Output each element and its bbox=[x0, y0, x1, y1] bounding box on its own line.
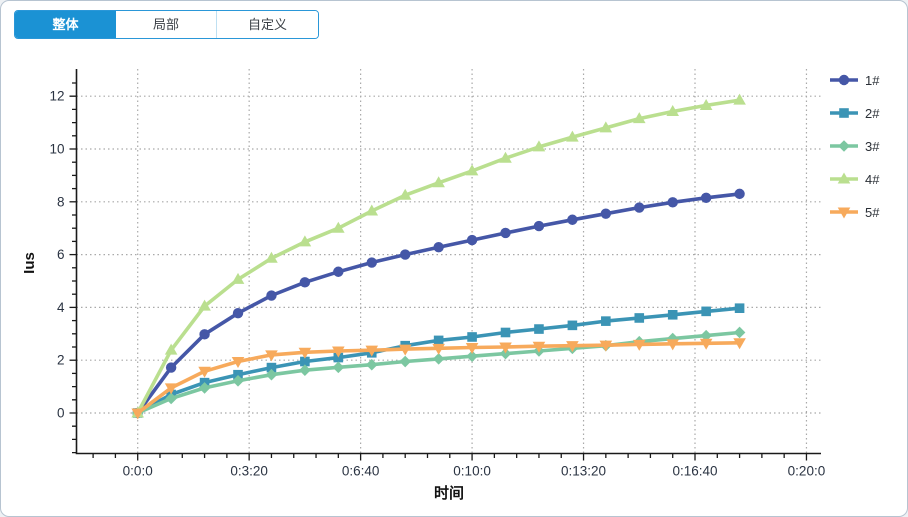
line-chart: 0:0:0 0:3:20 0:6:40 0:10:0 0:13:20 0:16:40 0:2… bbox=[21, 69, 825, 502]
legend-marker-icon bbox=[830, 207, 858, 219]
y-tick-label: 4 bbox=[57, 300, 65, 315]
tab-overall[interactable]: 整体 bbox=[15, 11, 116, 38]
grid-lines bbox=[76, 69, 821, 454]
tab-local[interactable]: 局部 bbox=[116, 11, 217, 38]
legend-label: 4# bbox=[865, 171, 880, 187]
legend-label: 5# bbox=[865, 204, 880, 220]
x-axis-title: 时间 bbox=[434, 484, 464, 502]
legend-marker-icon bbox=[830, 108, 858, 118]
y-tick-label: 0 bbox=[57, 406, 65, 421]
y-tick-label: 10 bbox=[49, 142, 64, 157]
legend-marker-icon bbox=[830, 140, 858, 152]
series-5# bbox=[131, 338, 746, 420]
x-tick-label: 0:13:20 bbox=[561, 464, 606, 479]
legend-label: 3# bbox=[865, 138, 880, 154]
y-tick-label: 8 bbox=[57, 194, 65, 209]
tick-labels: 0:0:0 0:3:20 0:6:40 0:10:0 0:13:20 0:16:40 0:2… bbox=[49, 89, 825, 479]
legend-marker-icon bbox=[830, 74, 858, 86]
tab-bar: 整体 局部 自定义 bbox=[14, 10, 319, 39]
y-tick-label: 12 bbox=[49, 89, 64, 104]
x-tick-label: 0:10:0 bbox=[453, 464, 491, 479]
y-tick-label: 2 bbox=[57, 353, 65, 368]
legend-label: 2# bbox=[865, 105, 880, 121]
x-tick-label: 0:3:20 bbox=[230, 464, 268, 479]
legend-item-2#: 2# bbox=[829, 102, 899, 124]
data-series bbox=[131, 93, 746, 420]
chart-legend: 1# 2# 3# 4# 5# bbox=[829, 69, 899, 223]
legend-item-4#: 4# bbox=[829, 168, 899, 190]
x-tick-label: 0:16:40 bbox=[672, 464, 717, 479]
legend-item-3#: 3# bbox=[829, 135, 899, 157]
axes bbox=[69, 69, 821, 461]
legend-item-1#: 1# bbox=[829, 69, 899, 91]
legend-marker-icon bbox=[830, 172, 858, 184]
legend-item-5#: 5# bbox=[829, 201, 899, 223]
x-tick-label: 0:6:40 bbox=[342, 464, 380, 479]
tab-custom[interactable]: 自定义 bbox=[217, 11, 318, 38]
series-4# bbox=[131, 93, 746, 418]
x-tick-label: 0:20:0 bbox=[788, 464, 826, 479]
x-tick-label: 0:0:0 bbox=[123, 464, 153, 479]
legend-label: 1# bbox=[865, 72, 880, 88]
y-axis-title: Ius bbox=[21, 252, 38, 274]
y-tick-label: 6 bbox=[57, 247, 65, 262]
